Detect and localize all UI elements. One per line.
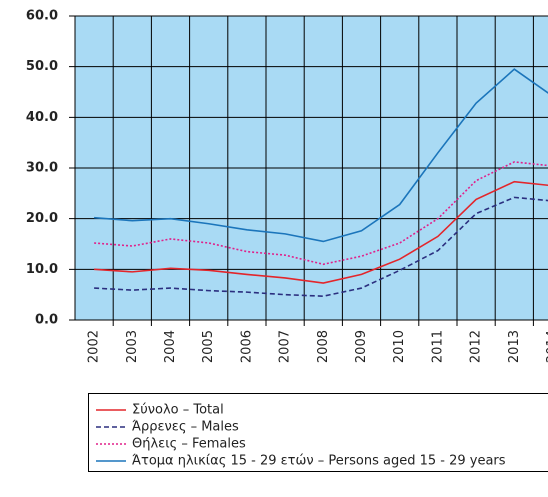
x-tick-label: 2003 xyxy=(125,330,140,363)
x-tick-label: 2002 xyxy=(87,330,102,363)
series-line xyxy=(94,196,548,297)
y-tick-label: 30.0 xyxy=(26,161,58,176)
x-tick-label: 2005 xyxy=(201,330,216,363)
y-tick-label: 60.0 xyxy=(26,9,58,24)
x-tick-label: 2013 xyxy=(507,330,522,363)
legend-label: Άρρενες – Males xyxy=(132,420,239,435)
x-tick-label: 2011 xyxy=(430,330,445,363)
x-tick-label: 2006 xyxy=(239,330,254,363)
x-tick-label: 2009 xyxy=(354,330,369,363)
y-tick-label: 0.0 xyxy=(35,313,58,328)
x-tick-label: 2010 xyxy=(392,330,407,363)
y-tick-label: 10.0 xyxy=(26,262,58,277)
x-tick-label: 2012 xyxy=(469,330,484,363)
legend-box xyxy=(88,393,548,472)
y-tick-label: 50.0 xyxy=(26,59,58,74)
legend-label: Σύνολο – Total xyxy=(132,403,224,418)
legend-label: Θήλεις – Females xyxy=(132,437,246,452)
x-tick-label: 2008 xyxy=(316,330,331,363)
legend-label: Άτομα ηλικίας 15 - 29 ετών – Persons age… xyxy=(132,454,506,469)
y-tick-label: 40.0 xyxy=(26,110,58,125)
series-line xyxy=(94,180,548,284)
series-line xyxy=(94,161,548,266)
series-line xyxy=(94,68,548,243)
x-tick-label: 2014 xyxy=(545,330,548,363)
x-tick-label: 2004 xyxy=(163,330,178,363)
y-tick-label: 20.0 xyxy=(26,211,58,226)
x-tick-label: 2007 xyxy=(278,330,293,363)
